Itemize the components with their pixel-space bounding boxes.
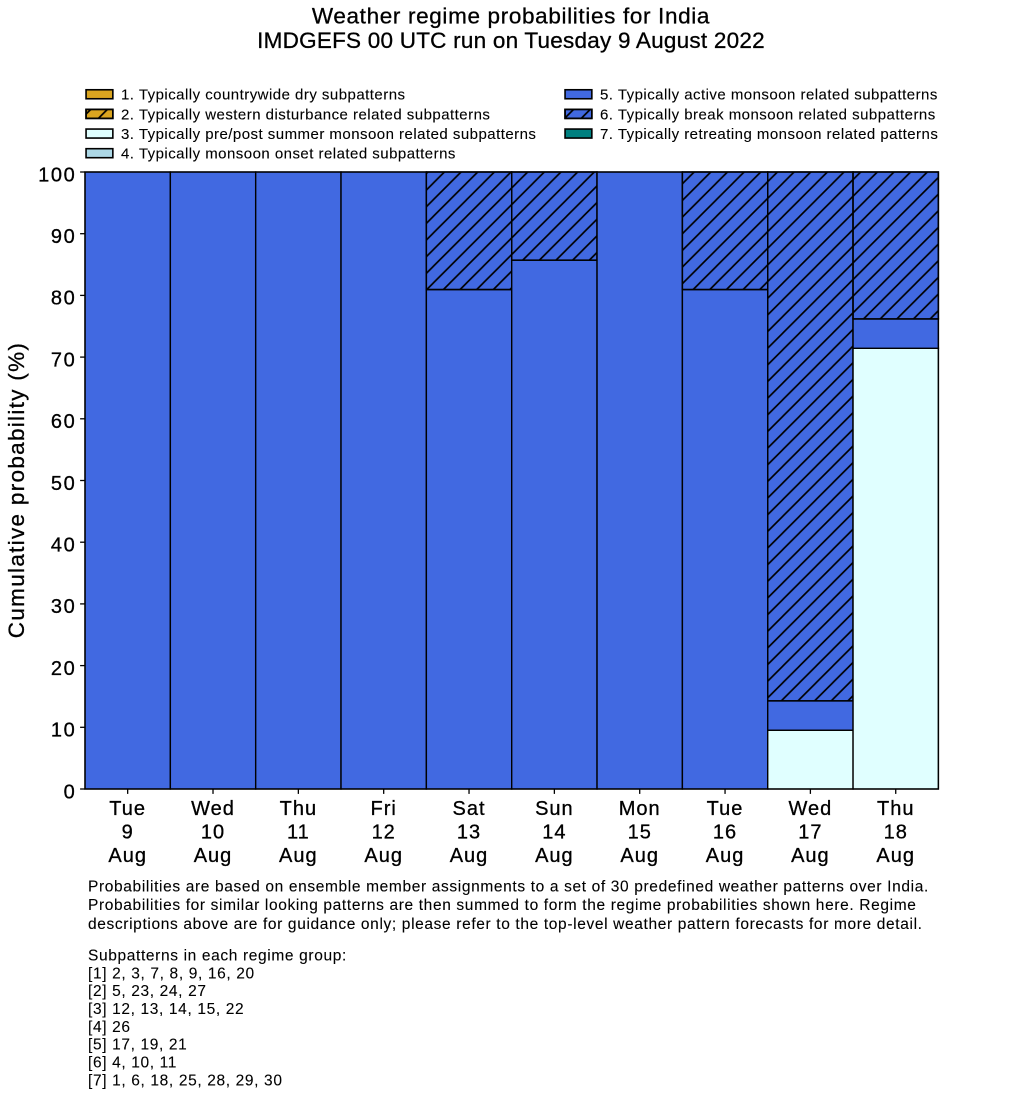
svg-text:17: 17 xyxy=(798,821,822,843)
svg-text:[5] 17, 19, 21: [5] 17, 19, 21 xyxy=(88,1037,187,1054)
svg-text:18: 18 xyxy=(884,821,908,843)
svg-text:90: 90 xyxy=(51,226,76,248)
svg-text:5. Typically active monsoon re: 5. Typically active monsoon related subp… xyxy=(600,87,938,104)
svg-text:[7] 1, 6, 18, 25, 28, 29, 30: [7] 1, 6, 18, 25, 28, 29, 30 xyxy=(88,1072,283,1089)
svg-text:Sat: Sat xyxy=(453,798,486,820)
svg-text:16: 16 xyxy=(713,821,737,843)
svg-text:Thu: Thu xyxy=(280,798,317,820)
svg-text:Probabilities are based on ens: Probabilities are based on ensemble memb… xyxy=(88,878,929,895)
svg-text:Mon: Mon xyxy=(619,798,661,820)
svg-text:100: 100 xyxy=(38,164,76,186)
svg-text:Tue: Tue xyxy=(707,798,744,820)
svg-text:Cumulative probability (%): Cumulative probability (%) xyxy=(4,342,29,638)
svg-text:13: 13 xyxy=(457,821,481,843)
svg-text:IMDGEFS 00 UTC run on Tuesday: IMDGEFS 00 UTC run on Tuesday 9 August 2… xyxy=(257,28,765,53)
svg-text:20: 20 xyxy=(51,658,76,680)
svg-text:Weather regime probabilities f: Weather regime probabilities for India xyxy=(312,4,710,29)
svg-text:7. Typically retreating monsoo: 7. Typically retreating monsoon related … xyxy=(600,126,938,143)
svg-text:[6] 4, 10, 11: [6] 4, 10, 11 xyxy=(88,1055,177,1072)
svg-text:Aug: Aug xyxy=(108,845,147,867)
svg-text:70: 70 xyxy=(51,349,76,371)
svg-text:80: 80 xyxy=(51,288,76,310)
svg-text:[1] 2, 3, 7, 8, 9, 16, 20: [1] 2, 3, 7, 8, 9, 16, 20 xyxy=(88,965,255,982)
svg-text:Aug: Aug xyxy=(364,845,403,867)
svg-text:Subpatterns in each regime gro: Subpatterns in each regime group: xyxy=(88,947,347,964)
svg-text:Wed: Wed xyxy=(191,798,235,820)
svg-text:1. Typically countrywide dry s: 1. Typically countrywide dry subpatterns xyxy=(121,87,406,104)
svg-text:50: 50 xyxy=(51,473,76,495)
svg-text:2. Typically western disturban: 2. Typically western disturbance related… xyxy=(121,106,490,123)
svg-text:60: 60 xyxy=(51,411,76,433)
svg-text:Sun: Sun xyxy=(535,798,574,820)
svg-text:10: 10 xyxy=(51,720,76,742)
svg-text:Aug: Aug xyxy=(194,845,233,867)
svg-text:Aug: Aug xyxy=(450,845,489,867)
svg-text:Aug: Aug xyxy=(620,845,659,867)
svg-text:9: 9 xyxy=(122,821,134,843)
svg-text:14: 14 xyxy=(542,821,566,843)
svg-text:12: 12 xyxy=(372,821,396,843)
svg-text:Aug: Aug xyxy=(876,845,915,867)
svg-text:Tue: Tue xyxy=(109,798,146,820)
svg-text:Wed: Wed xyxy=(789,798,833,820)
svg-text:Thu: Thu xyxy=(877,798,914,820)
svg-text:[4] 26: [4] 26 xyxy=(88,1019,131,1036)
svg-text:Aug: Aug xyxy=(706,845,745,867)
svg-text:Aug: Aug xyxy=(791,845,830,867)
svg-text:10: 10 xyxy=(201,821,225,843)
svg-text:40: 40 xyxy=(51,535,76,557)
svg-text:6. Typically break monsoon rel: 6. Typically break monsoon related subpa… xyxy=(600,106,936,123)
svg-text:[2] 5, 23, 24, 27: [2] 5, 23, 24, 27 xyxy=(88,983,207,1000)
svg-text:0: 0 xyxy=(64,781,77,803)
svg-text:3. Typically pre/post summer m: 3. Typically pre/post summer monsoon rel… xyxy=(121,126,536,143)
svg-text:[3] 12, 13, 14, 15, 22: [3] 12, 13, 14, 15, 22 xyxy=(88,1001,244,1018)
svg-text:Fri: Fri xyxy=(371,798,397,820)
svg-text:Aug: Aug xyxy=(279,845,318,867)
svg-text:15: 15 xyxy=(628,821,652,843)
svg-text:Aug: Aug xyxy=(535,845,574,867)
svg-text:30: 30 xyxy=(51,596,76,618)
svg-text:descriptions above are for gui: descriptions above are for guidance only… xyxy=(88,916,923,933)
svg-text:Probabilities for similar look: Probabilities for similar looking patter… xyxy=(88,897,917,914)
svg-text:4. Typically monsoon onset rel: 4. Typically monsoon onset related subpa… xyxy=(121,146,456,163)
svg-text:11: 11 xyxy=(287,821,310,843)
